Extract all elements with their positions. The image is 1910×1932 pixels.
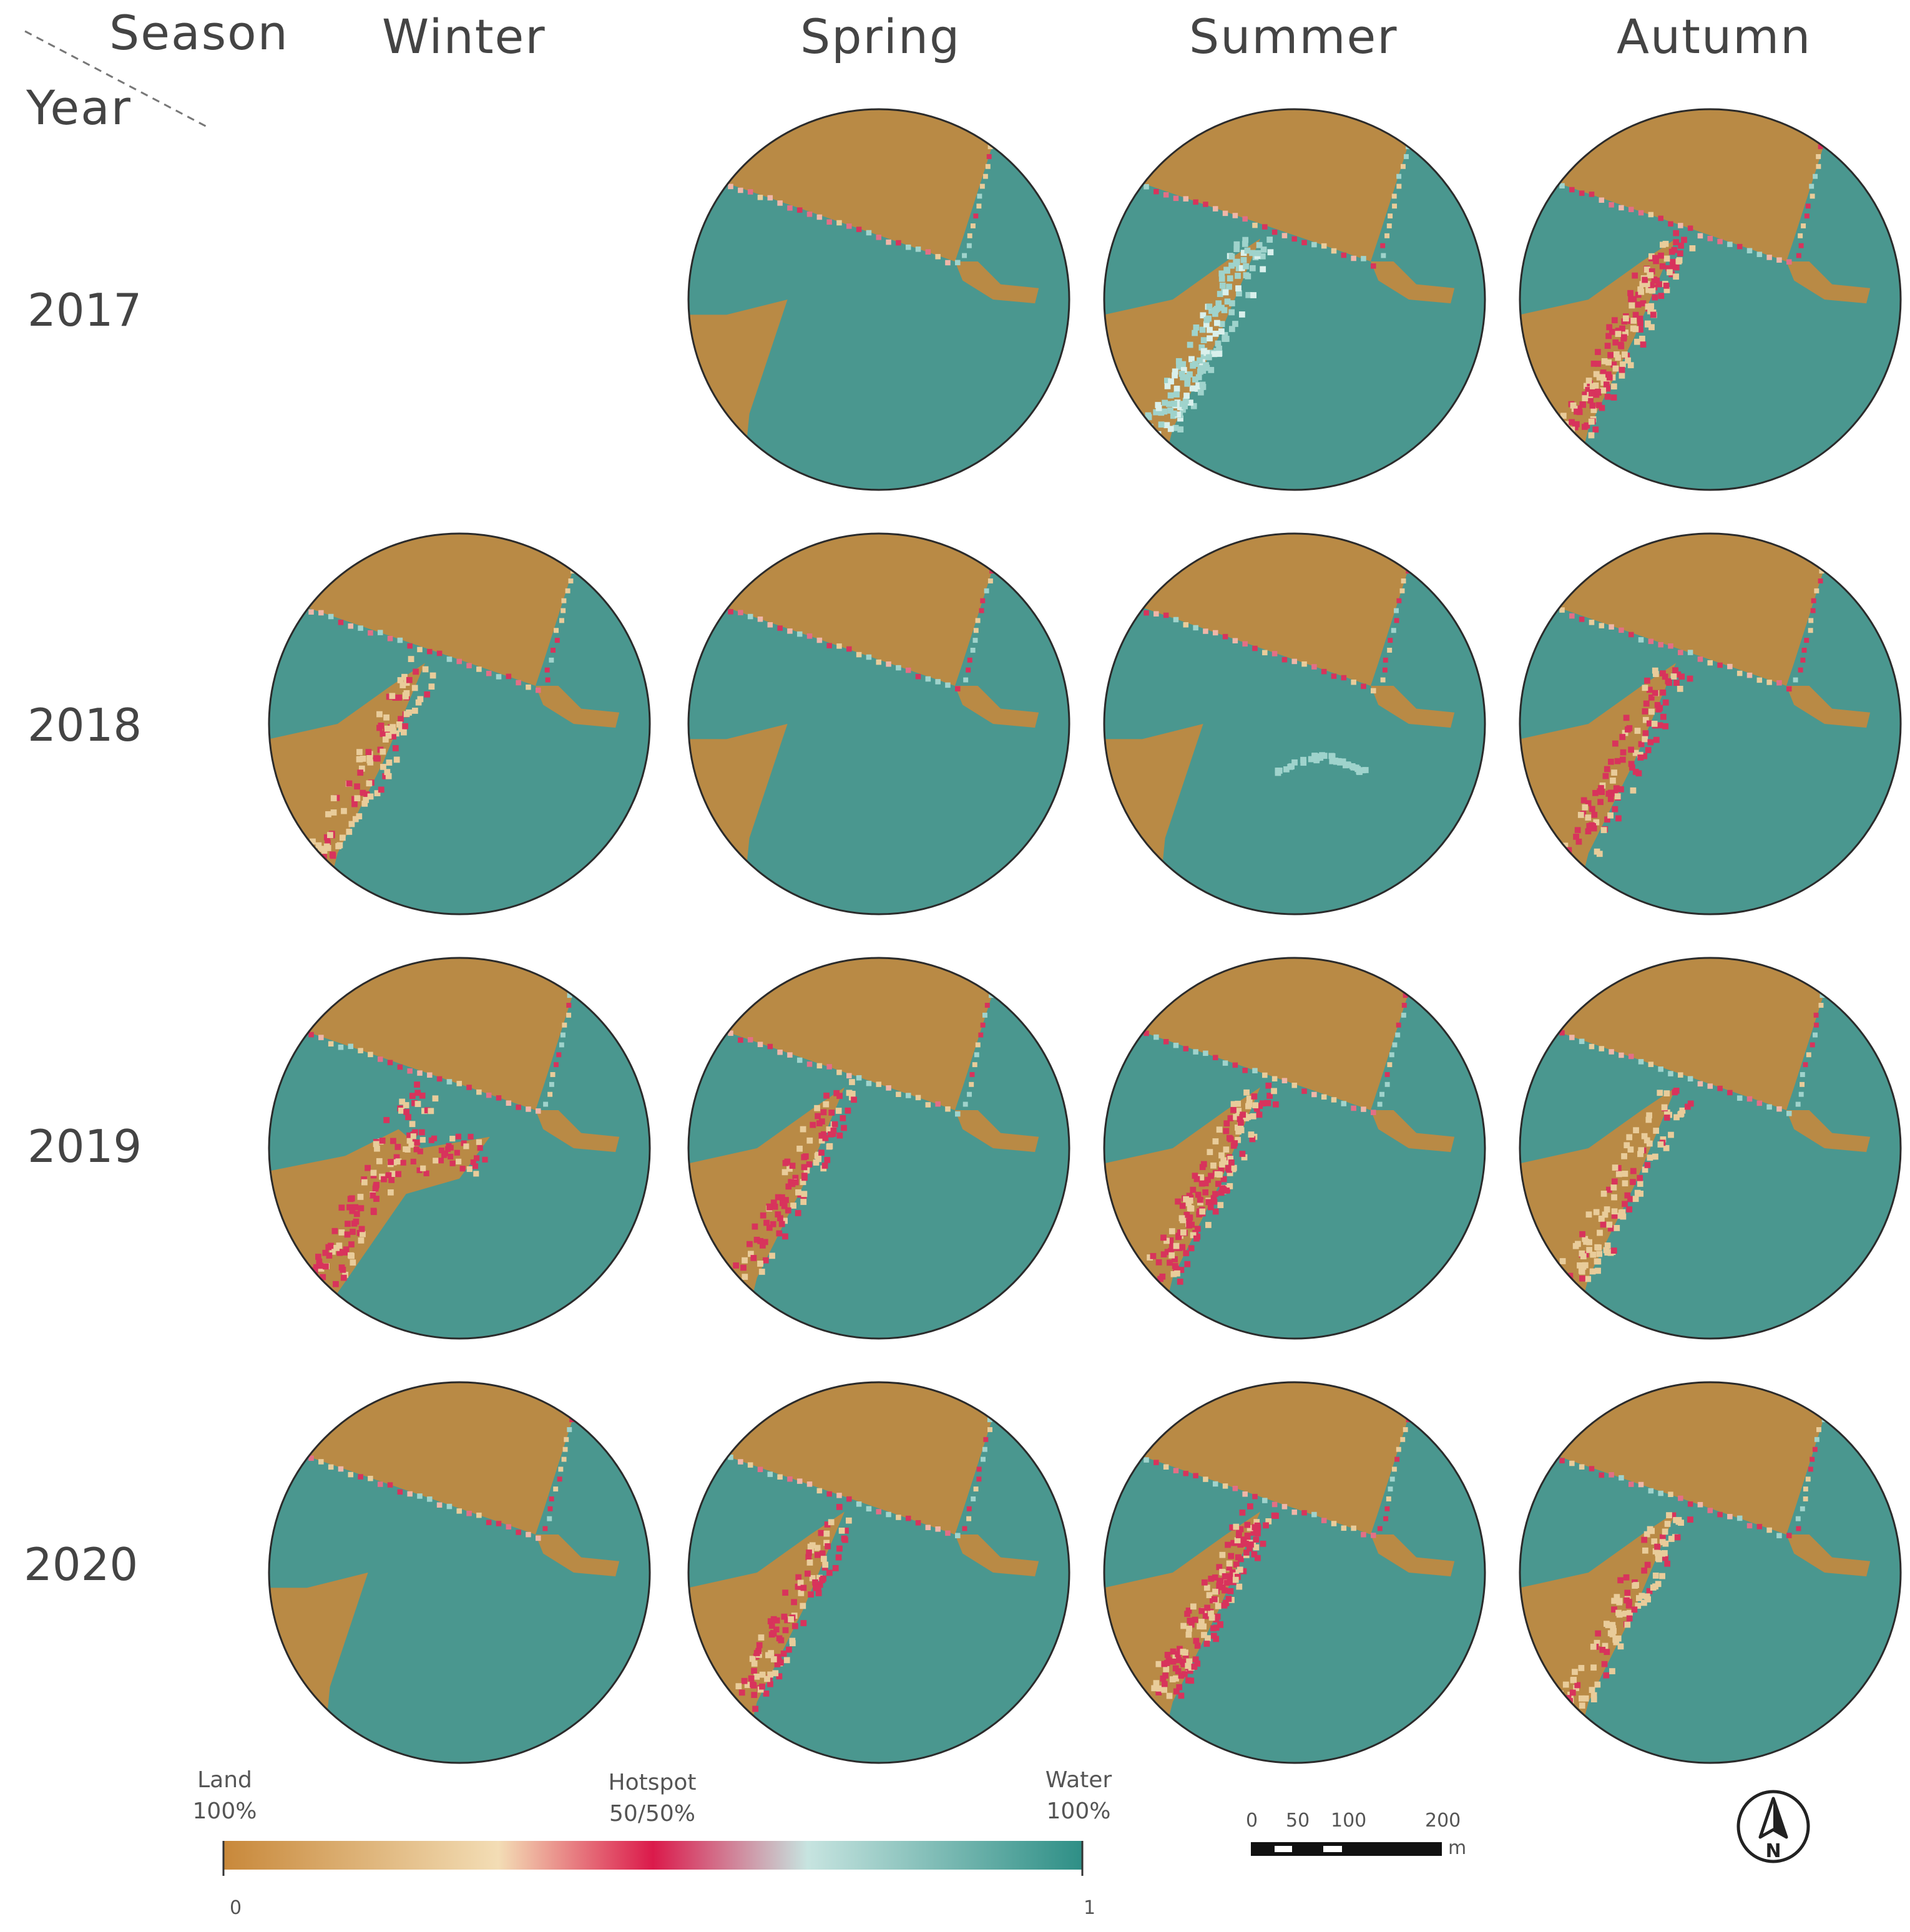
map-2019-summer xyxy=(1104,958,1485,1339)
map-outline xyxy=(687,1381,1070,1764)
map-2018-spring xyxy=(688,534,1069,914)
row-label-2017: 2017 xyxy=(27,284,142,336)
column-header-spring: Spring xyxy=(800,9,961,64)
row-label-2020: 2020 xyxy=(24,1538,139,1591)
scale-tick-50: 50 xyxy=(1286,1810,1310,1832)
legend-water-pct: 100% xyxy=(1046,1798,1111,1824)
corner-divider xyxy=(24,30,210,129)
colorbar-gradient xyxy=(223,1841,1082,1870)
row-label-2018: 2018 xyxy=(27,699,142,751)
map-2020-summer xyxy=(1104,1382,1485,1763)
corner-year-label: Year xyxy=(26,80,132,135)
scale-bar-graphic xyxy=(1251,1842,1442,1856)
north-arrow-label: N xyxy=(1765,1840,1781,1862)
map-2017-summer xyxy=(1104,109,1485,490)
legend-water-text: Water xyxy=(1045,1767,1112,1793)
map-2018-autumn xyxy=(1520,534,1901,914)
map-outline xyxy=(268,957,651,1340)
map-2017-autumn xyxy=(1520,109,1901,490)
map-2020-autumn xyxy=(1520,1382,1901,1763)
legend-hotspot-pct: 50/50% xyxy=(609,1801,695,1827)
map-outline xyxy=(1519,1381,1902,1764)
map-2018-winter xyxy=(269,534,650,914)
colorbar xyxy=(222,1841,1084,1876)
column-header-autumn: Autumn xyxy=(1617,9,1812,64)
map-outline xyxy=(1103,108,1486,491)
legend-hotspot-text: Hotspot xyxy=(608,1770,697,1795)
legend-hotspot-label: Hotspot 50/50% xyxy=(599,1767,705,1830)
scale-unit: m xyxy=(1448,1837,1467,1859)
column-header-summer: Summer xyxy=(1189,9,1398,64)
seasonal-map-grid xyxy=(268,108,1902,1764)
colorbar-max-label: 1 xyxy=(1084,1897,1096,1919)
map-outline xyxy=(1519,957,1902,1340)
map-outline xyxy=(687,532,1070,915)
map-2019-winter xyxy=(269,958,650,1339)
scale-tick-100: 100 xyxy=(1331,1810,1367,1832)
map-outline xyxy=(268,1381,651,1764)
map-outline xyxy=(268,532,651,915)
map-2017-spring xyxy=(688,109,1069,490)
map-2020-spring xyxy=(688,1382,1069,1763)
map-2019-autumn xyxy=(1520,958,1901,1339)
legend-land-label: Land 100% xyxy=(187,1765,262,1827)
map-outline xyxy=(1103,957,1486,1340)
legend-water-label: Water 100% xyxy=(1041,1765,1116,1827)
map-outline xyxy=(1103,1381,1486,1764)
scale-tick-0: 0 xyxy=(1246,1810,1258,1832)
map-2019-spring xyxy=(688,958,1069,1339)
map-outline xyxy=(1519,532,1902,915)
map-outline xyxy=(1519,108,1902,491)
scale-tick-200: 200 xyxy=(1425,1810,1461,1832)
map-2018-summer xyxy=(1104,534,1485,914)
map-2020-winter xyxy=(269,1382,650,1763)
column-header-winter: Winter xyxy=(382,9,546,64)
corner-season-label: Season xyxy=(109,5,289,61)
row-label-2019: 2019 xyxy=(27,1120,142,1173)
map-outline xyxy=(687,108,1070,491)
north-arrow-icon: N xyxy=(1736,1790,1810,1863)
legend-land-pct: 100% xyxy=(192,1798,257,1824)
legend-land-text: Land xyxy=(197,1767,252,1793)
map-outline xyxy=(1103,532,1486,915)
colorbar-min-label: 0 xyxy=(230,1897,242,1919)
map-outline xyxy=(687,957,1070,1340)
